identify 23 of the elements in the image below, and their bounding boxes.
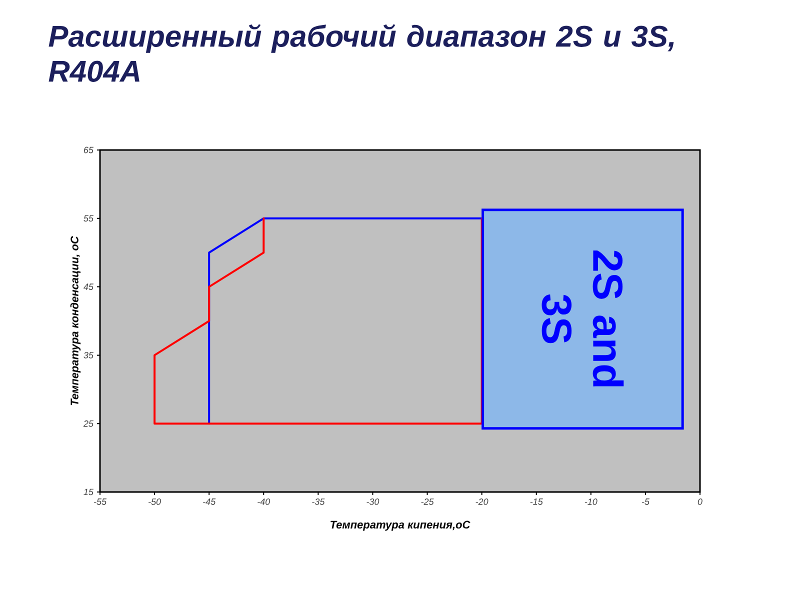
- x-tick-label: -55: [94, 498, 107, 505]
- line-series: [154, 217, 483, 425]
- x-tick-label: -5: [642, 498, 650, 505]
- y-tick-label: 15: [84, 488, 94, 496]
- x-tick-label: -20: [476, 498, 488, 505]
- x-tick-label: -50: [148, 498, 161, 505]
- y-tick-label: 45: [84, 284, 94, 290]
- y-tick-label: 25: [83, 420, 94, 427]
- x-tick-label: -35: [312, 498, 325, 505]
- x-tick-label: -30: [366, 498, 380, 505]
- x-tick-label: -15: [530, 498, 543, 505]
- y-axis-title: Температура конденсации, оС: [70, 236, 81, 406]
- x-tick-label: -45: [203, 498, 216, 505]
- x-tick-label: -40: [258, 498, 270, 505]
- annotation: 2S and 3S: [542, 250, 624, 386]
- chart-title: Расширенный рабочий диапазон 2S и 3S, R404A: [48, 24, 674, 82]
- x-tick-label: -25: [421, 498, 434, 505]
- y-tick-label: 55: [84, 215, 94, 222]
- y-tick-label: 35: [84, 352, 94, 358]
- x-axis-title: Температура кипения,оС: [330, 520, 470, 531]
- x-tick-label: -10: [584, 498, 598, 505]
- x-tick-label: 0: [698, 498, 702, 505]
- y-tick-label: 65: [84, 146, 94, 154]
